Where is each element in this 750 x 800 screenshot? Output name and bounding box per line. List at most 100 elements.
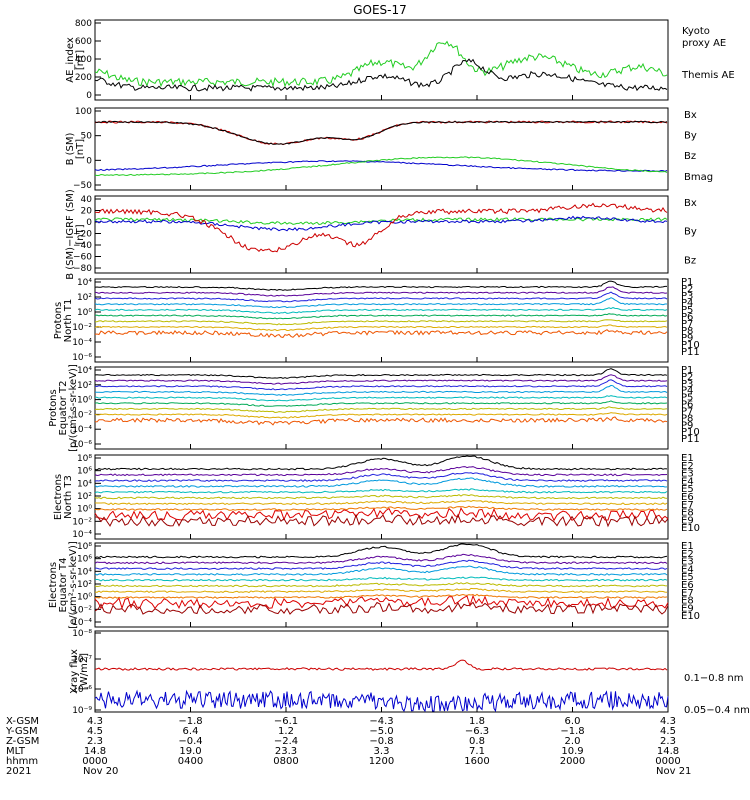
footer-value: 1.8 — [469, 716, 485, 727]
y-axis-label-line: Electrons — [53, 474, 64, 520]
legend-entry: P10 — [681, 427, 700, 438]
footer-value: 10.9 — [561, 746, 583, 757]
y-tick-label: 10⁻⁶ — [72, 440, 92, 450]
channel-P8-line — [94, 412, 668, 419]
legend-entry: 0.05−0.4 nm — [684, 705, 750, 716]
y-tick-label: 50 — [81, 132, 93, 142]
legend-entry: E9 — [681, 515, 694, 526]
legend-entry: 0.1−0.8 nm — [684, 673, 743, 684]
y-axis-label: ProtonsNorth T1 — [53, 299, 74, 343]
y-tick-label: 10⁰ — [77, 396, 92, 406]
y-tick-label: 10⁸ — [77, 542, 92, 552]
channel-P7-line — [94, 319, 668, 326]
y-tick-label: 10⁶ — [77, 555, 92, 565]
legend-entry: E6 — [681, 492, 694, 503]
channel-E10-line — [94, 601, 669, 615]
footer-value: 4.3 — [660, 716, 676, 727]
y-tick-label: 10⁰ — [77, 505, 92, 515]
channel-E9-line — [94, 594, 669, 610]
legend-entry: P3 — [681, 379, 693, 390]
y-tick-label: 10⁻² — [72, 517, 92, 527]
y-axis-label-line: North T3 — [63, 475, 74, 519]
legend-entry: P4 — [681, 386, 693, 397]
y-axis-label-line: [e/(cm²-s-sr-keV)] — [68, 541, 79, 629]
y-axis-label-line: Equator T4 — [58, 558, 69, 613]
y-axis-label: AE_index[nT] — [65, 37, 86, 83]
y-tick-label: 10⁻⁴ — [72, 530, 92, 540]
y-tick-label: 10⁴ — [77, 366, 92, 376]
legend-entry: P9 — [681, 420, 693, 431]
channel-P8-line — [94, 324, 668, 332]
legend-entry: proxy AE — [682, 38, 726, 49]
legend-entry: Bx — [684, 198, 697, 209]
legend-entry: P1 — [681, 365, 693, 376]
y-tick-label: −60 — [73, 253, 92, 263]
channel-E8-line — [94, 593, 668, 599]
channel-E1-line — [94, 543, 668, 559]
y-axis-label-line: [p/(cm²-s-sr-keV)] — [68, 364, 79, 452]
legend-entry: Bz — [684, 255, 696, 266]
footer-value: −0.4 — [178, 736, 202, 747]
footer-row-label: hhmm — [6, 756, 38, 767]
y-tick-label: 10⁻² — [72, 605, 92, 615]
footer-value: −1.8 — [178, 716, 202, 727]
y-axis-label-line: Electrons — [48, 562, 59, 608]
y-tick-label: −50 — [73, 181, 92, 191]
footer-value: 2.3 — [660, 736, 676, 747]
channel-P1-line — [94, 368, 668, 379]
channel-E5-line — [94, 488, 668, 494]
traces — [94, 368, 668, 426]
channel-E6-line — [94, 582, 668, 588]
y-axis-label-line: [nT] — [75, 50, 86, 70]
legend-entry: E2 — [681, 549, 694, 560]
y-axis-label-line: B (SM)−IGRF (SM) — [65, 189, 76, 280]
bz-line — [94, 202, 668, 253]
ephemeris-footer: X-GSMY-GSMZ-GSMMLThhmm20214.34.52.314.80… — [5, 716, 691, 777]
footer-value: 23.3 — [275, 746, 297, 757]
channel-E1-line — [94, 455, 668, 471]
by-line — [94, 156, 668, 177]
y-axis-label: B (SM)−IGRF (SM)[nT] — [65, 189, 86, 280]
y-tick-label: −20 — [73, 230, 92, 240]
panel-frame — [94, 278, 669, 363]
legend-entry: P2 — [681, 284, 693, 295]
channel-E4-line — [94, 565, 668, 576]
footer-value: 4.5 — [87, 726, 103, 737]
y-tick-label: 10⁻² — [72, 410, 92, 420]
y-axis-label: ProtonsEquator T2[p/(cm²-s-sr-keV)] — [48, 364, 79, 452]
channel-E3-line — [94, 559, 668, 570]
y-tick-label: 200 — [75, 73, 92, 83]
legend-entry: Bz — [684, 151, 696, 162]
y-axis-label-line: [W/m2] — [79, 653, 90, 690]
channel-P9-line — [94, 416, 668, 426]
y-tick-label: 100 — [75, 107, 92, 117]
channel-P3-line — [94, 379, 668, 391]
panel-en: 10⁸ 10⁶ 10⁴ 10² 10⁰ 10⁻² 10⁻⁴ ElectronsNorth T3… — [53, 453, 700, 540]
panel-frame — [94, 107, 669, 191]
traces — [94, 455, 669, 528]
legend-entry: E8 — [681, 508, 694, 519]
footer-value: 3.3 — [374, 746, 390, 757]
channel-P1-line — [94, 280, 667, 291]
footer-value: −5.0 — [369, 726, 393, 737]
y-tick-label: −80 — [73, 264, 92, 274]
channel-E9-line — [94, 507, 669, 522]
traces — [94, 202, 668, 253]
legend-entry: By — [684, 227, 697, 238]
y-tick-label: 20 — [81, 207, 93, 217]
legend-entry: P5 — [681, 393, 693, 404]
y-tick-label: 10² — [77, 293, 92, 303]
footer-row-label: X-GSM — [6, 716, 39, 727]
channel-P6-line — [94, 400, 668, 407]
footer-value: −1.8 — [560, 726, 584, 737]
footer-value: −0.8 — [369, 736, 393, 747]
legend-entry: E4 — [681, 564, 694, 575]
bz-line — [94, 120, 668, 146]
legend-entry: E9 — [681, 603, 694, 614]
